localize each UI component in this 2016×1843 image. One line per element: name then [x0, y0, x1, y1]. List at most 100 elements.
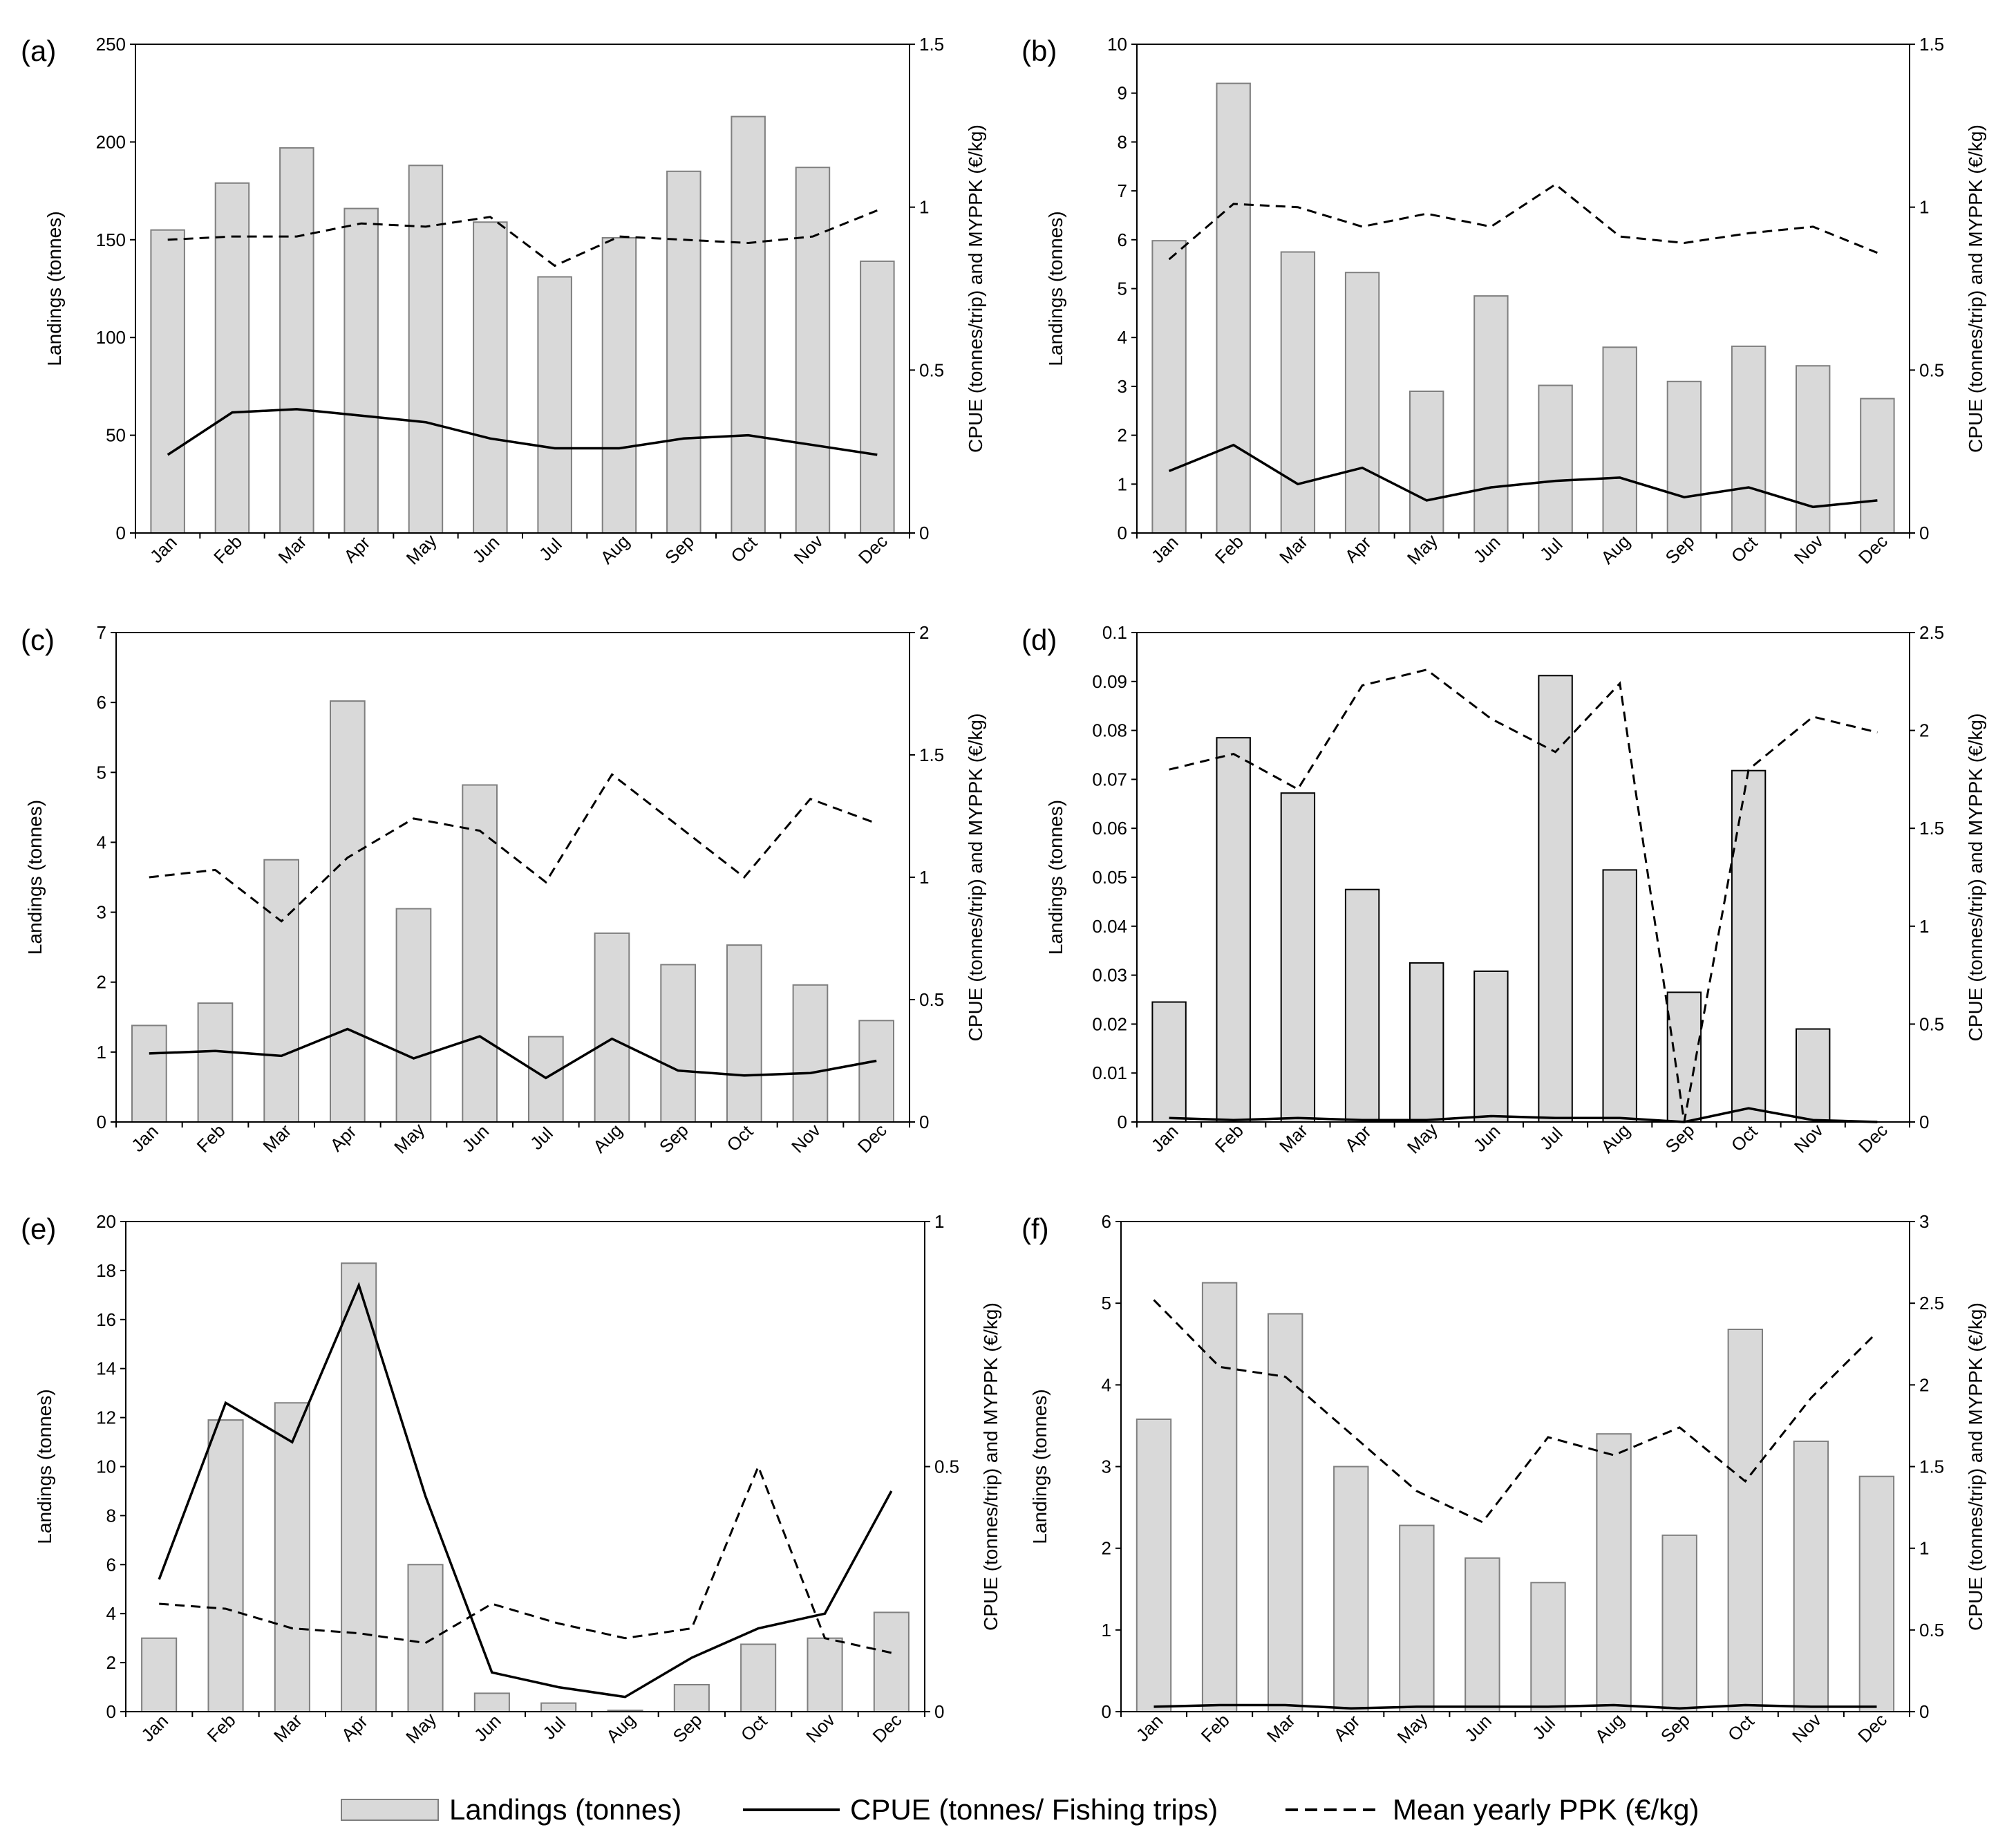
landings-bar-e-oct	[740, 1643, 777, 1712]
landings-bar-e-may	[407, 1564, 444, 1713]
month-label-e-jul: Jul	[538, 1712, 569, 1743]
right-tick-label-c: 0.5	[919, 989, 944, 1010]
legend-cpue-label: CPUE (tonnes/ Fishing trips)	[850, 1793, 1218, 1826]
landings-bar-f-may	[1399, 1524, 1435, 1713]
month-label-e-feb: Feb	[203, 1710, 240, 1746]
landings-bar-e-jul	[540, 1702, 577, 1713]
cpue-line-d	[1169, 1107, 1878, 1123]
month-label-c-aug: Aug	[589, 1120, 626, 1157]
panel-f: (f) 0 1 2 3 4 5 6 0 0.5 1 1.5 2 2.5 3 Jan Feb Mar Apr May Ju…	[1021, 1211, 1986, 1748]
left-tick-label-d: 0.06	[1092, 818, 1127, 839]
left-tick-label-b: 5	[1118, 279, 1127, 299]
legend-landings-swatch	[341, 1799, 439, 1821]
month-label-d-may: May	[1403, 1119, 1442, 1158]
month-label-e-may: May	[402, 1709, 440, 1748]
left-tick-label-f: 5	[1102, 1293, 1111, 1313]
month-label-b-dec: Dec	[1854, 531, 1892, 568]
panel-label-b: (b)	[1021, 35, 1057, 67]
landings-bar-c-apr	[330, 700, 366, 1123]
landings-bar-a-sep	[666, 170, 701, 534]
month-label-d-jan: Jan	[1147, 1121, 1183, 1156]
right-tick-label-d: 0.5	[1919, 1013, 1944, 1034]
landings-bar-a-dec	[860, 260, 895, 534]
landings-bar-d-jul	[1538, 675, 1573, 1123]
month-label-a-may: May	[402, 530, 441, 569]
right-axis-title-e: CPUE (tonnes/trip) and MYPPK (€/kg)	[980, 1302, 1001, 1631]
right-tick-label-f: 0.5	[1919, 1620, 1944, 1640]
landings-bar-b-jul	[1538, 384, 1573, 534]
month-label-a-sep: Sep	[661, 531, 698, 568]
right-axis-title-d: CPUE (tonnes/trip) and MYPPK (€/kg)	[1965, 713, 1986, 1042]
month-label-c-sep: Sep	[655, 1120, 693, 1157]
right-axis-title-a: CPUE (tonnes/trip) and MYPPK (€/kg)	[965, 124, 986, 453]
landings-bar-d-feb	[1216, 737, 1251, 1123]
landings-bar-a-jul	[537, 276, 572, 534]
right-tick-label-e: 0	[934, 1701, 944, 1722]
right-axis-title-b: CPUE (tonnes/trip) and MYPPK (€/kg)	[1965, 124, 1986, 453]
landings-bar-a-mar	[279, 147, 314, 534]
left-axis-title-f: Landings (tonnes)	[1029, 1389, 1051, 1544]
right-tick-label-d: 1	[1919, 916, 1929, 937]
month-label-b-apr: Apr	[1341, 532, 1375, 566]
landings-bar-d-jan	[1151, 1001, 1187, 1123]
left-tick-label-c: 3	[97, 902, 106, 923]
right-tick-label-f: 2	[1919, 1374, 1929, 1395]
right-tick-label-f: 2.5	[1919, 1293, 1944, 1313]
left-tick-label-c: 1	[97, 1042, 106, 1063]
month-label-a-oct: Oct	[726, 532, 761, 566]
month-label-c-apr: Apr	[326, 1121, 361, 1155]
month-label-e-nov: Nov	[802, 1710, 839, 1747]
legend-landings-label: Landings (tonnes)	[449, 1793, 681, 1826]
right-tick-label-c: 0	[919, 1112, 929, 1132]
right-tick-label-f: 1	[1919, 1538, 1929, 1559]
landings-bar-d-jun	[1473, 970, 1509, 1123]
landings-bar-c-jun	[462, 784, 498, 1123]
landings-bar-f-nov	[1793, 1440, 1829, 1712]
month-label-b-oct: Oct	[1727, 532, 1762, 566]
month-label-d-jul: Jul	[1536, 1123, 1567, 1154]
landings-bar-e-nov	[807, 1637, 843, 1712]
landings-bar-d-may	[1409, 962, 1444, 1123]
left-tick-label-c: 0	[97, 1112, 106, 1132]
month-label-c-mar: Mar	[258, 1120, 295, 1157]
left-axis-title-e: Landings (tonnes)	[34, 1389, 55, 1544]
panel-a: (a) 0 50 100 150 200 250 0 0.5 1 1.5 Jan Feb Mar Apr Ma…	[21, 34, 986, 569]
left-tick-label-e: 14	[96, 1358, 116, 1379]
left-tick-label-f: 2	[1102, 1538, 1111, 1559]
landings-bar-d-aug	[1602, 869, 1637, 1123]
month-label-f-jun: Jun	[1460, 1710, 1496, 1746]
landings-bar-f-jan	[1136, 1419, 1172, 1712]
right-tick-label-f: 0	[1919, 1701, 1929, 1722]
landings-bar-b-mar	[1280, 251, 1316, 534]
left-tick-label-d: 0	[1118, 1112, 1127, 1132]
month-label-b-feb: Feb	[1211, 531, 1247, 568]
landings-bar-f-oct	[1727, 1329, 1764, 1712]
right-tick-label-a: 0	[919, 523, 929, 543]
landings-bar-c-jan	[131, 1025, 167, 1123]
right-tick-label-b: 1.5	[1919, 34, 1944, 55]
landings-bar-a-jun	[473, 221, 508, 534]
landings-bar-b-oct	[1731, 345, 1767, 534]
left-tick-label-b: 0	[1118, 523, 1127, 543]
landings-bar-f-mar	[1268, 1313, 1303, 1712]
landings-bar-e-jan	[141, 1637, 178, 1712]
left-axis-title-d: Landings (tonnes)	[1045, 800, 1066, 955]
left-tick-label-f: 3	[1102, 1457, 1111, 1477]
right-tick-label-a: 1.5	[919, 34, 944, 55]
month-label-b-sep: Sep	[1661, 531, 1699, 568]
ppk-line-c	[149, 773, 877, 923]
month-label-d-sep: Sep	[1661, 1120, 1699, 1157]
left-tick-label-c: 5	[97, 762, 106, 783]
left-tick-label-f: 0	[1102, 1701, 1111, 1722]
landings-bar-f-apr	[1333, 1466, 1369, 1712]
left-tick-label-d: 0.02	[1092, 1013, 1127, 1034]
left-tick-label-d: 0.03	[1092, 965, 1127, 986]
panel-label-c: (c)	[21, 624, 55, 656]
right-tick-label-a: 0.5	[919, 359, 944, 380]
month-label-e-dec: Dec	[869, 1710, 906, 1747]
right-tick-label-d: 2	[1919, 720, 1929, 741]
landings-bar-b-apr	[1344, 272, 1380, 534]
month-label-f-dec: Dec	[1854, 1710, 1891, 1747]
landings-bar-b-nov	[1796, 365, 1831, 534]
